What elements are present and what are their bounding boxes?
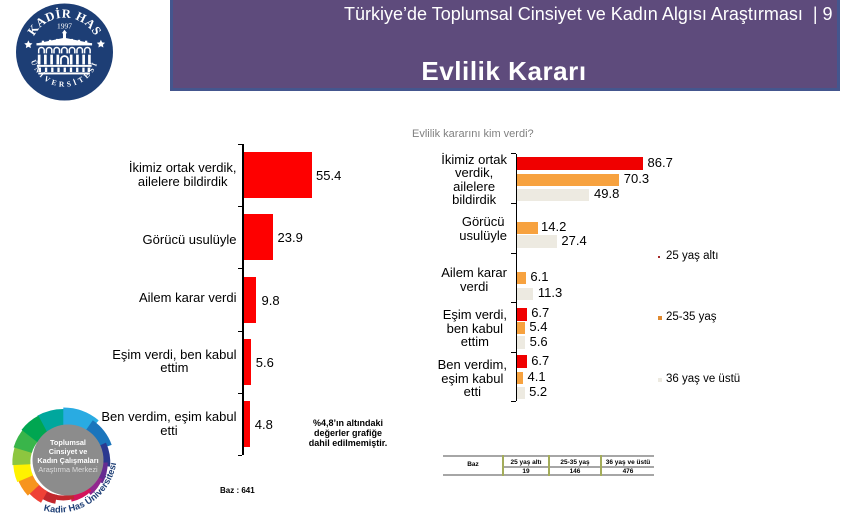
svg-text:Cinsiyet ve: Cinsiyet ve <box>49 447 88 456</box>
svg-text:Kadın Çalışmaları: Kadın Çalışmaları <box>37 456 98 465</box>
svg-text:Toplumsal: Toplumsal <box>50 438 86 447</box>
svg-text:1997: 1997 <box>57 21 72 30</box>
svg-text:Araştırma Merkezi: Araştırma Merkezi <box>38 465 98 474</box>
